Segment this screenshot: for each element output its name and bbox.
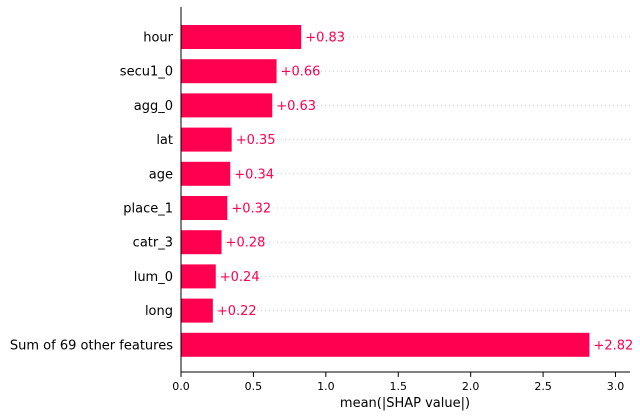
value-label: +0.83 bbox=[305, 31, 345, 46]
value-label: +0.63 bbox=[276, 99, 316, 114]
bar bbox=[181, 230, 222, 255]
category-label: hour bbox=[143, 31, 173, 46]
bar bbox=[181, 25, 302, 49]
value-label: +0.35 bbox=[236, 133, 276, 148]
bars bbox=[181, 25, 590, 357]
value-label: +0.66 bbox=[281, 65, 321, 80]
value-label: +2.82 bbox=[593, 338, 633, 353]
category-label: place_1 bbox=[123, 202, 173, 217]
category-label: lum_0 bbox=[134, 270, 173, 285]
category-label: secu1_0 bbox=[120, 65, 173, 80]
x-axis-label: mean(|SHAP value|) bbox=[340, 396, 470, 411]
bar bbox=[181, 332, 590, 357]
x-tick-label: 3.0 bbox=[607, 380, 625, 393]
x-ticks: 0.0 0.5 1.0 1.5 2.0 2.5 3.0 bbox=[172, 372, 624, 393]
value-label: +0.24 bbox=[220, 270, 260, 285]
bar bbox=[181, 298, 213, 323]
x-tick-label: 0.5 bbox=[245, 380, 263, 393]
x-tick-label: 1.5 bbox=[390, 380, 408, 393]
value-label: +0.22 bbox=[217, 304, 257, 319]
x-tick-label: 2.5 bbox=[534, 380, 552, 393]
value-label: +0.28 bbox=[226, 236, 266, 251]
bar bbox=[181, 161, 231, 186]
category-label: agg_0 bbox=[134, 99, 173, 114]
bar bbox=[181, 59, 277, 84]
value-label: +0.32 bbox=[231, 202, 271, 217]
category-label: lat bbox=[156, 133, 173, 148]
bar bbox=[181, 196, 228, 220]
category-label: Sum of 69 other features bbox=[10, 338, 173, 353]
bar bbox=[181, 264, 216, 289]
x-tick-label: 2.0 bbox=[462, 380, 480, 393]
category-label: age bbox=[149, 167, 173, 182]
value-label: +0.34 bbox=[234, 167, 274, 182]
category-label: long bbox=[145, 304, 173, 319]
bar bbox=[181, 127, 232, 152]
axes bbox=[180, 7, 630, 373]
x-tick-label: 0.0 bbox=[172, 380, 190, 393]
value-labels: +0.83 +0.66 +0.63 +0.35 +0.34 +0.32 +0.28 +0.24… bbox=[217, 31, 633, 354]
x-tick-label: 1.0 bbox=[317, 380, 335, 393]
category-label: catr_3 bbox=[133, 236, 173, 251]
bar bbox=[181, 93, 273, 118]
